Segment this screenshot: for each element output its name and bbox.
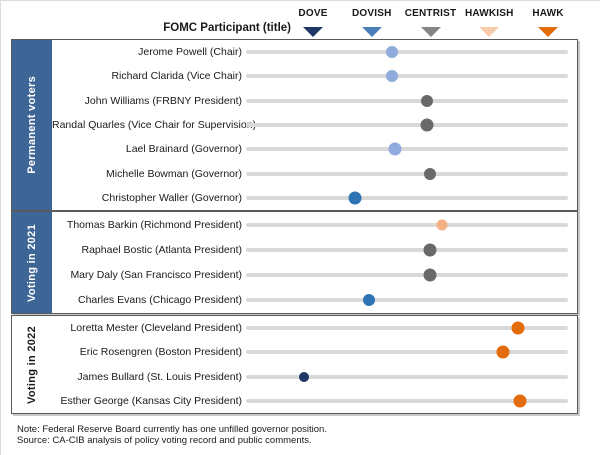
stance-dot	[496, 345, 510, 359]
participant-row: Eric Rosengren (Boston President)	[52, 340, 577, 364]
scale-label-hawk: HAWK	[532, 8, 564, 19]
stance-track	[246, 122, 568, 127]
stance-track	[246, 398, 568, 403]
stance-track	[246, 98, 568, 103]
stance-track	[246, 147, 568, 152]
group-rows: Jerome Powell (Chair) Richard Clarida (Vi…	[52, 40, 577, 210]
stance-dot	[424, 167, 436, 180]
stance-dot	[388, 142, 402, 156]
participant-row: Christopher Waller (Governor)	[52, 186, 577, 210]
stance-track	[246, 50, 568, 55]
participant-row: Esther George (Kansas City President)	[52, 389, 577, 413]
participant-name: Charles Evans (Chicago President)	[78, 294, 242, 307]
stance-track	[246, 247, 568, 252]
participant-name: Jerome Powell (Chair)	[138, 46, 242, 59]
stance-dot	[420, 118, 434, 132]
stance-dot	[363, 294, 376, 307]
participant-row: Loretta Mester (Cleveland President)	[52, 316, 577, 340]
stance-dot	[348, 191, 362, 205]
note-text: Note: Federal Reserve Board currently ha…	[17, 424, 327, 435]
dovish-triangle-icon	[361, 27, 382, 37]
group-label: Voting in 2022	[26, 325, 38, 404]
participant-name: Michelle Bowman (Governor)	[106, 167, 242, 180]
group-box-voting-in-2021: Voting in 2021 Thomas Barkin (Richmond Pr…	[11, 211, 578, 314]
participant-row: Lael Brainard (Governor)	[52, 137, 577, 161]
participant-row: Raphael Bostic (Atlanta President)	[52, 237, 577, 262]
stance-track	[246, 74, 568, 79]
participant-name: Lael Brainard (Governor)	[125, 143, 242, 156]
participant-name: Loretta Mester (Cleveland President)	[70, 322, 242, 335]
dove-triangle-icon	[303, 27, 323, 37]
participant-row: Mary Daly (San Francisco President)	[52, 263, 577, 288]
hawkish-triangle-icon	[479, 27, 500, 37]
participant-name: John Williams (FRBNY President)	[84, 94, 242, 107]
scale-label-dovish: DOVISH	[351, 8, 392, 19]
group-sidebar: Voting in 2021	[12, 212, 52, 313]
group-sidebar: Permanent voters	[12, 40, 52, 210]
participant-name: Thomas Barkin (Richmond President)	[66, 218, 242, 231]
hawk-triangle-icon	[538, 27, 558, 37]
group-label: Voting in 2021	[26, 223, 38, 302]
participant-row: Jerome Powell (Chair)	[52, 40, 577, 64]
stance-dot	[513, 394, 527, 408]
stance-dot	[423, 268, 437, 282]
stance-dot	[421, 94, 434, 107]
stance-track	[246, 222, 568, 227]
group-box-permanent-voters: Permanent voters Jerome Powell (Chair) Ric…	[11, 39, 578, 211]
group-rows: Loretta Mester (Cleveland President) Eric…	[52, 316, 577, 413]
stance-track	[246, 171, 568, 176]
participant-name: James Bullard (St. Louis President)	[77, 370, 242, 383]
scale-label-hawkish: HAWKISH	[464, 8, 514, 19]
scale-label-dove: DOVE	[298, 8, 328, 19]
stance-dot	[298, 371, 309, 382]
participant-name: Eric Rosengren (Boston President)	[79, 346, 242, 359]
stance-track	[246, 326, 568, 331]
scale-label-centrist: CENTRIST	[404, 8, 457, 19]
participant-row: John Williams (FRBNY President)	[52, 89, 577, 113]
group-rows: Thomas Barkin (Richmond President) Raphae…	[52, 212, 577, 313]
participant-row: James Bullard (St. Louis President)	[52, 365, 577, 389]
stance-track	[246, 273, 568, 278]
group-box-voting-in-2022: Voting in 2022 Loretta Mester (Cleveland …	[11, 315, 578, 414]
group-sidebar: Voting in 2022	[12, 316, 52, 413]
group-label: Permanent voters	[26, 76, 38, 174]
stance-track	[246, 350, 568, 355]
participant-row: Charles Evans (Chicago President)	[52, 288, 577, 313]
stance-dot	[385, 70, 398, 83]
stance-dot	[423, 243, 437, 257]
participant-row: Richard Clarida (Vice Chair)	[52, 64, 577, 88]
participant-column-header: FOMC Participant (title)	[163, 22, 291, 34]
stance-track	[246, 374, 568, 379]
participant-name: Randal Quarles (Vice Chair for Supervisi…	[52, 118, 257, 131]
participant-name: Christopher Waller (Governor)	[101, 191, 242, 204]
stance-track	[246, 298, 568, 303]
stance-dot	[385, 46, 398, 59]
stance-dot	[511, 321, 525, 335]
participant-name: Raphael Bostic (Atlanta President)	[81, 243, 243, 256]
participant-row: Thomas Barkin (Richmond President)	[52, 212, 577, 237]
stance-track	[246, 195, 568, 200]
stance-dot	[436, 219, 448, 231]
participant-row: Michelle Bowman (Governor)	[52, 161, 577, 185]
source-text: Source: CA-CIB analysis of policy voting…	[17, 435, 312, 446]
participant-name: Esther George (Kansas City President)	[60, 394, 243, 407]
centrist-triangle-icon	[420, 27, 441, 37]
participant-name: Richard Clarida (Vice Chair)	[111, 70, 242, 83]
participant-row: Randal Quarles (Vice Chair for Supervisi…	[52, 113, 577, 137]
participant-name: Mary Daly (San Francisco President)	[70, 269, 242, 282]
